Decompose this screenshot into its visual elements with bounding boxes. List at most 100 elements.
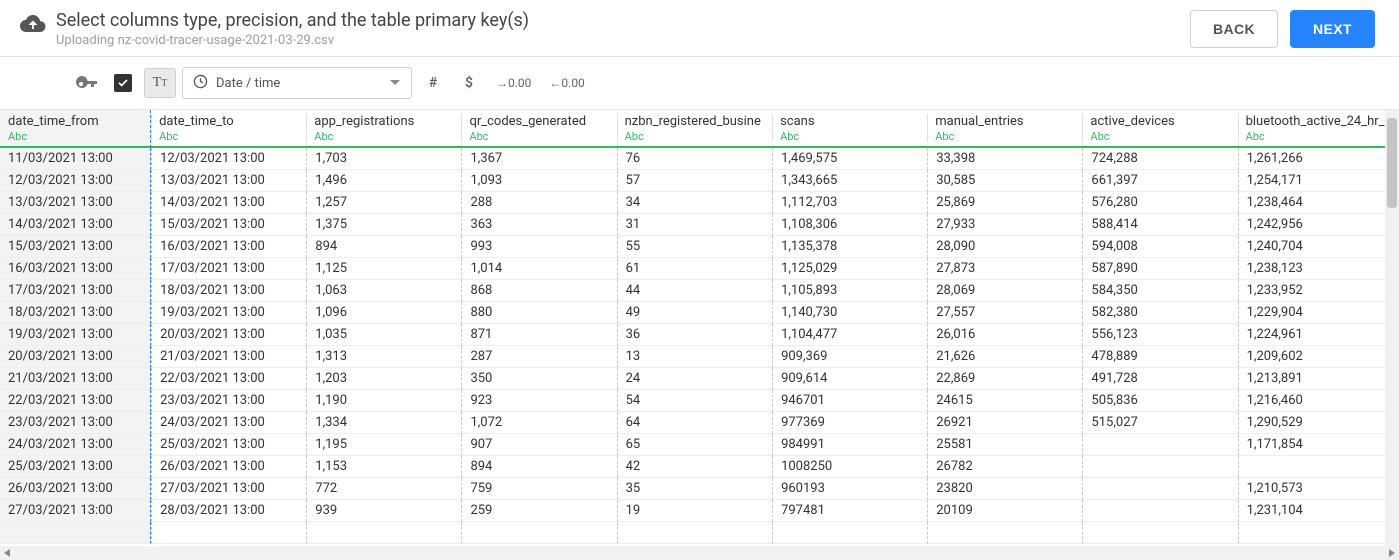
table-cell[interactable]: 587,890: [1082, 258, 1237, 280]
table-cell[interactable]: 22,869: [927, 368, 1082, 390]
table-cell[interactable]: 871: [461, 324, 616, 346]
table-cell[interactable]: 977369: [772, 412, 927, 434]
table-cell[interactable]: 259: [461, 500, 616, 522]
table-cell[interactable]: 26921: [927, 412, 1082, 434]
table-cell[interactable]: 1,203: [306, 368, 461, 390]
table-cell[interactable]: 21,626: [927, 346, 1082, 368]
table-cell[interactable]: 57: [617, 170, 772, 192]
table-cell[interactable]: 64: [617, 412, 772, 434]
table-row[interactable]: 27/03/2021 13:0028/03/2021 13:0093925919…: [0, 500, 1399, 522]
table-cell[interactable]: 30,585: [927, 170, 1082, 192]
table-cell[interactable]: 1,171,854: [1238, 434, 1399, 456]
table-cell[interactable]: 27/03/2021 13:00: [0, 500, 151, 522]
table-cell[interactable]: 23/03/2021 13:00: [0, 412, 151, 434]
next-button[interactable]: NEXT: [1290, 10, 1375, 48]
table-row[interactable]: 17/03/2021 13:0018/03/2021 13:001,063868…: [0, 280, 1399, 302]
table-cell[interactable]: 19: [617, 500, 772, 522]
table-cell[interactable]: 594,008: [1082, 236, 1237, 258]
table-row[interactable]: 13/03/2021 13:0014/03/2021 13:001,257288…: [0, 192, 1399, 214]
table-cell[interactable]: 18/03/2021 13:00: [0, 302, 151, 324]
column-header[interactable]: manual_entriesAbc: [927, 110, 1082, 148]
table-cell[interactable]: 907: [461, 434, 616, 456]
table-cell[interactable]: 76: [617, 148, 772, 170]
table-cell[interactable]: 1,238,123: [1238, 258, 1399, 280]
table-cell[interactable]: 25,869: [927, 192, 1082, 214]
table-cell[interactable]: 1,290,529: [1238, 412, 1399, 434]
table-cell[interactable]: 65: [617, 434, 772, 456]
table-cell[interactable]: 19/03/2021 13:00: [0, 324, 151, 346]
table-cell[interactable]: 960193: [772, 478, 927, 500]
table-cell[interactable]: 15/03/2021 13:00: [0, 236, 151, 258]
table-cell[interactable]: 993: [461, 236, 616, 258]
table-cell[interactable]: 49: [617, 302, 772, 324]
table-cell[interactable]: 661,397: [1082, 170, 1237, 192]
table-cell[interactable]: 24/03/2021 13:00: [0, 434, 151, 456]
table-cell[interactable]: 19/03/2021 13:00: [151, 302, 306, 324]
table-row[interactable]: 15/03/2021 13:0016/03/2021 13:0089499355…: [0, 236, 1399, 258]
table-cell[interactable]: 1,104,477: [772, 324, 927, 346]
table-cell[interactable]: 21/03/2021 13:00: [151, 346, 306, 368]
table-cell[interactable]: 894: [461, 456, 616, 478]
table-cell[interactable]: 42: [617, 456, 772, 478]
table-row[interactable]: 18/03/2021 13:0019/03/2021 13:001,096880…: [0, 302, 1399, 324]
table-cell[interactable]: 16/03/2021 13:00: [151, 236, 306, 258]
table-cell[interactable]: 1,240,704: [1238, 236, 1399, 258]
table-cell[interactable]: 27/03/2021 13:00: [151, 478, 306, 500]
table-cell[interactable]: 556,123: [1082, 324, 1237, 346]
table-cell[interactable]: 1,093: [461, 170, 616, 192]
table-cell[interactable]: 287: [461, 346, 616, 368]
table-cell[interactable]: 1,257: [306, 192, 461, 214]
table-cell[interactable]: 17/03/2021 13:00: [151, 258, 306, 280]
table-cell[interactable]: 1,213,891: [1238, 368, 1399, 390]
table-cell[interactable]: 35: [617, 478, 772, 500]
table-row[interactable]: 25/03/2021 13:0026/03/2021 13:001,153894…: [0, 456, 1399, 478]
table-row[interactable]: 22/03/2021 13:0023/03/2021 13:001,190923…: [0, 390, 1399, 412]
table-cell[interactable]: 350: [461, 368, 616, 390]
table-cell[interactable]: 23/03/2021 13:00: [151, 390, 306, 412]
table-cell[interactable]: 363: [461, 214, 616, 236]
select-all-checkbox[interactable]: [114, 74, 132, 92]
table-cell[interactable]: 1,242,956: [1238, 214, 1399, 236]
table-cell[interactable]: 582,380: [1082, 302, 1237, 324]
table-cell[interactable]: [1082, 434, 1237, 456]
table-row[interactable]: 21/03/2021 13:0022/03/2021 13:001,203350…: [0, 368, 1399, 390]
table-cell[interactable]: 576,280: [1082, 192, 1237, 214]
table-cell[interactable]: 478,889: [1082, 346, 1237, 368]
table-cell[interactable]: [1082, 500, 1237, 522]
table-row[interactable]: 12/03/2021 13:0013/03/2021 13:001,4961,0…: [0, 170, 1399, 192]
table-cell[interactable]: 1,703: [306, 148, 461, 170]
table-row[interactable]: 23/03/2021 13:0024/03/2021 13:001,3341,0…: [0, 412, 1399, 434]
table-cell[interactable]: 1,343,665: [772, 170, 927, 192]
table-cell[interactable]: 13/03/2021 13:00: [151, 170, 306, 192]
table-cell[interactable]: 1,238,464: [1238, 192, 1399, 214]
table-cell[interactable]: 26/03/2021 13:00: [151, 456, 306, 478]
table-row[interactable]: 20/03/2021 13:0021/03/2021 13:001,313287…: [0, 346, 1399, 368]
table-cell[interactable]: 24/03/2021 13:00: [151, 412, 306, 434]
table-cell[interactable]: 894: [306, 236, 461, 258]
table-cell[interactable]: 1,254,171: [1238, 170, 1399, 192]
table-cell[interactable]: 20/03/2021 13:00: [151, 324, 306, 346]
table-cell[interactable]: 868: [461, 280, 616, 302]
table-cell[interactable]: 288: [461, 192, 616, 214]
table-cell[interactable]: 12/03/2021 13:00: [151, 148, 306, 170]
table-cell[interactable]: 11/03/2021 13:00: [0, 148, 151, 170]
table-cell[interactable]: 724,288: [1082, 148, 1237, 170]
table-cell[interactable]: 1,209,602: [1238, 346, 1399, 368]
table-cell[interactable]: 16/03/2021 13:00: [0, 258, 151, 280]
column-type-select[interactable]: Date / time: [182, 67, 412, 99]
column-header[interactable]: scansAbc: [772, 110, 927, 148]
table-cell[interactable]: 28,069: [927, 280, 1082, 302]
table-cell[interactable]: 1,125,029: [772, 258, 927, 280]
table-cell[interactable]: 28/03/2021 13:00: [151, 500, 306, 522]
table-cell[interactable]: 20109: [927, 500, 1082, 522]
table-cell[interactable]: 26,016: [927, 324, 1082, 346]
table-cell[interactable]: 909,614: [772, 368, 927, 390]
column-header[interactable]: qr_codes_generatedAbc: [461, 110, 616, 148]
table-cell[interactable]: 984991: [772, 434, 927, 456]
table-row[interactable]: 11/03/2021 13:0012/03/2021 13:001,7031,3…: [0, 148, 1399, 170]
table-cell[interactable]: 55: [617, 236, 772, 258]
table-cell[interactable]: 44: [617, 280, 772, 302]
table-cell[interactable]: 36: [617, 324, 772, 346]
table-cell[interactable]: 22/03/2021 13:00: [151, 368, 306, 390]
table-cell[interactable]: 1,014: [461, 258, 616, 280]
